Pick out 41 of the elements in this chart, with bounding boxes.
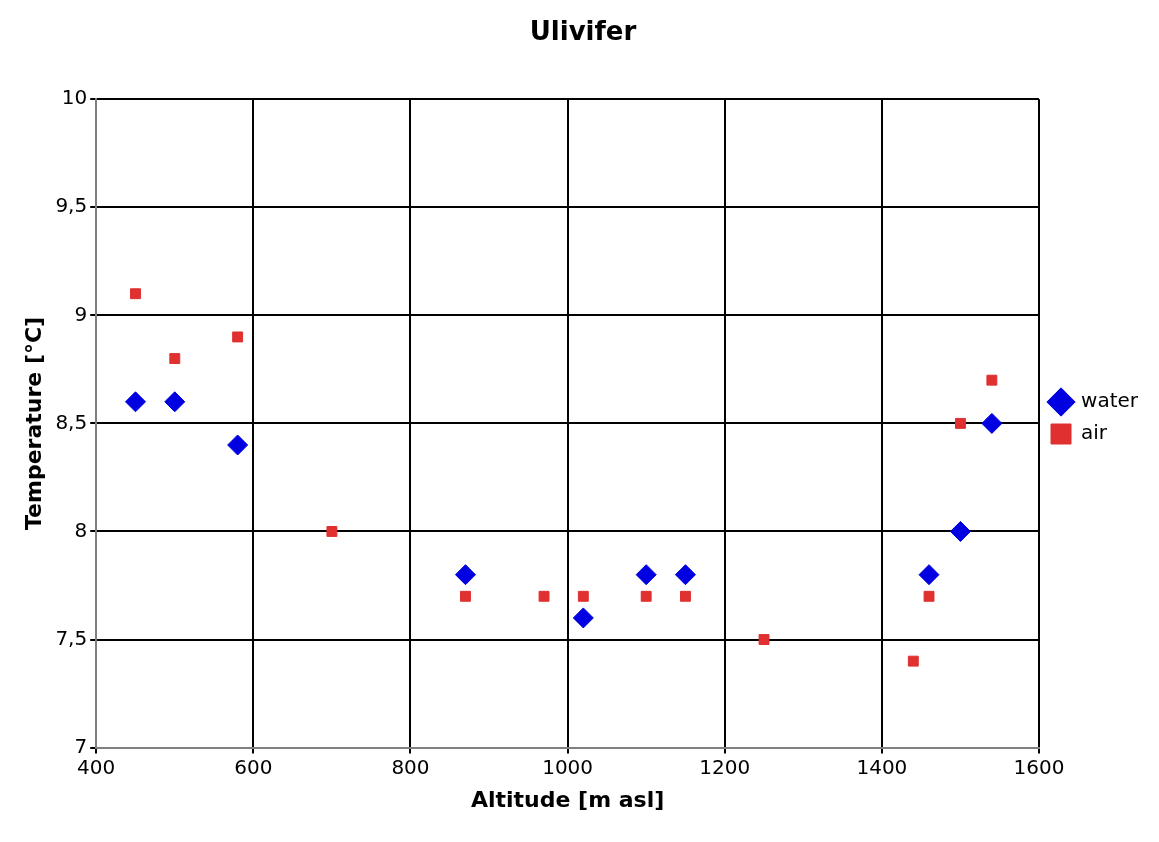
x-tick-label: 1000 [542, 754, 594, 779]
point [169, 353, 181, 365]
x-tick-label: 1600 [1013, 754, 1065, 779]
point [164, 391, 186, 413]
point [680, 590, 691, 602]
y-tick-label: 9,5 [55, 193, 88, 218]
point [923, 590, 935, 602]
y-tick-label: 10 [61, 85, 88, 110]
y-tick-label: 8 [74, 517, 88, 542]
legend-label: water [1081, 388, 1139, 413]
point [232, 331, 244, 343]
point [124, 391, 146, 413]
x-tick-label: 1200 [699, 754, 751, 779]
point [572, 607, 594, 629]
point [955, 417, 966, 429]
x-tick-label: 600 [234, 754, 273, 779]
x-axis-title: Altitude [m asl] [470, 786, 665, 812]
point [907, 655, 919, 667]
point [460, 590, 471, 602]
point [227, 434, 249, 456]
point [640, 590, 652, 602]
chart-title: Ulivifer [529, 16, 637, 47]
y-axis-title: Temperature [°C] [20, 316, 46, 530]
point [130, 288, 141, 300]
x-tick-label: 800 [391, 754, 430, 779]
legend-label: air [1081, 420, 1108, 445]
point [674, 564, 696, 586]
point [918, 564, 940, 586]
point [986, 374, 998, 386]
point [949, 520, 971, 542]
y-tick-label: 8,5 [55, 409, 88, 434]
point [326, 526, 338, 537]
x-tick-label: 1400 [856, 754, 908, 779]
point [538, 590, 550, 602]
y-tick-label: 7,5 [55, 625, 88, 650]
y-tick-label: 9 [74, 301, 88, 326]
point [758, 634, 770, 645]
point [981, 412, 1003, 434]
point [577, 590, 589, 602]
point [454, 564, 476, 586]
point [635, 564, 657, 586]
